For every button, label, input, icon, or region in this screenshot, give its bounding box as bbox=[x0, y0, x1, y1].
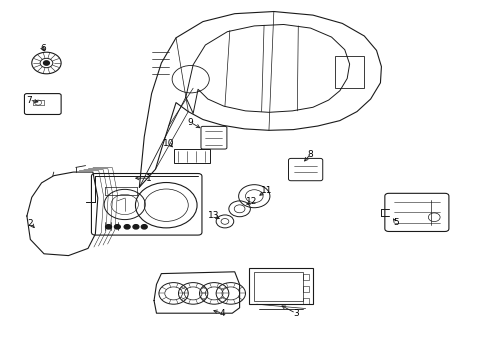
Bar bbox=[254, 272, 303, 301]
Text: 12: 12 bbox=[245, 197, 257, 206]
Text: 11: 11 bbox=[260, 186, 272, 195]
Text: 2: 2 bbox=[27, 219, 33, 228]
Bar bbox=[334, 56, 364, 88]
Bar bbox=[173, 149, 210, 163]
Bar bbox=[303, 285, 308, 292]
Text: 9: 9 bbox=[187, 118, 193, 127]
Circle shape bbox=[141, 225, 147, 229]
Circle shape bbox=[124, 225, 130, 229]
Text: 5: 5 bbox=[392, 218, 398, 227]
Text: 3: 3 bbox=[292, 309, 298, 318]
Text: 6: 6 bbox=[40, 44, 46, 53]
Text: 1: 1 bbox=[146, 174, 152, 183]
Circle shape bbox=[133, 225, 139, 229]
Text: 13: 13 bbox=[208, 211, 220, 220]
Circle shape bbox=[114, 225, 120, 229]
Bar bbox=[303, 298, 308, 304]
Bar bbox=[249, 268, 312, 304]
Bar bbox=[303, 274, 308, 280]
Text: 4: 4 bbox=[219, 309, 225, 318]
Circle shape bbox=[105, 225, 111, 229]
Text: 8: 8 bbox=[307, 150, 313, 158]
Text: 7: 7 bbox=[26, 96, 32, 105]
Text: 10: 10 bbox=[163, 139, 174, 148]
Circle shape bbox=[43, 61, 49, 65]
